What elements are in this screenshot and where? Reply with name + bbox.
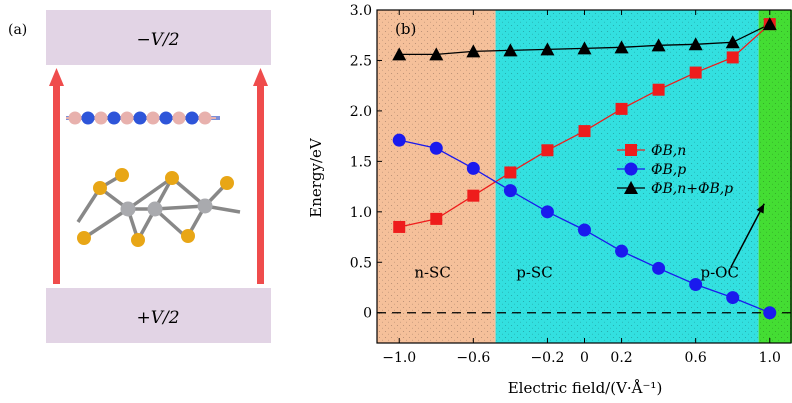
left-field-arrow (49, 68, 64, 284)
panel-a-label: (a) (8, 22, 27, 38)
series-0-point (430, 212, 443, 225)
legend-marker (624, 181, 638, 194)
y-tick-label: 1.0 (350, 205, 372, 221)
series-0-point (541, 144, 554, 157)
y-tick-label: 2.5 (350, 53, 372, 69)
series-1-point (578, 223, 591, 237)
legend-marker (625, 144, 637, 156)
series-0-point (689, 66, 702, 79)
series-1-point (503, 184, 517, 198)
series-1-point (429, 141, 443, 155)
series-0-point (615, 102, 628, 115)
legend-label: ΦB,p (651, 162, 686, 178)
x-tick-label: 0.6 (685, 350, 707, 366)
series-1-point (466, 161, 480, 175)
panel-b-chart: n-SC p-SC p-OC −1.0 −0.6 −0.2 0 0.2 0.6 1.0 0 0.5 1… (307, 3, 792, 397)
x-tick-label: 1.0 (759, 350, 781, 366)
series-1-point (392, 133, 406, 147)
region-label-n-sc: n-SC (414, 263, 450, 281)
series-0-point (652, 83, 665, 96)
series-2-point (466, 44, 481, 58)
x-tick-label: −1.0 (382, 350, 416, 366)
legend-label: ΦB,n+ΦB,p (651, 181, 733, 197)
series-2-point (577, 41, 592, 55)
top-plate-label: −V/2 (136, 30, 179, 50)
series-0-point (467, 189, 480, 202)
series-1-point (763, 306, 777, 320)
series-1-point (615, 244, 629, 258)
series-1-point (726, 291, 740, 305)
right-field-arrow (253, 68, 268, 284)
series-0-point (726, 51, 739, 64)
region-p-oc (758, 10, 792, 343)
series-0-point (393, 220, 406, 233)
bn-monolayer (66, 111, 220, 125)
x-tick-label: −0.6 (456, 350, 490, 366)
x-axis-label: Electric field/(V·Å⁻¹) (508, 379, 663, 397)
y-tick-label: 3.0 (350, 3, 372, 19)
tmd-monolayer (76, 168, 241, 247)
series-2-point (725, 35, 740, 49)
bottom-electrode-plate (46, 288, 271, 343)
series-2-point (392, 47, 407, 61)
annotation-arrowhead (756, 203, 765, 214)
bottom-plate-label: +V/2 (136, 308, 179, 328)
x-tick-label: −0.2 (530, 350, 564, 366)
series-2-point (614, 40, 629, 54)
series-1-point (540, 205, 554, 219)
panel-b-label: (b) (395, 20, 416, 38)
series-2-point (429, 47, 444, 61)
region-label-p-sc: p-SC (516, 263, 552, 281)
y-tick-label: 0.5 (350, 255, 372, 271)
series-2-point (503, 43, 518, 57)
series-2-point (540, 42, 555, 56)
y-tick-label: 1.5 (350, 154, 372, 170)
top-electrode-plate (46, 10, 271, 65)
x-tick-label: 0.2 (610, 350, 632, 366)
series-2-point (688, 37, 703, 51)
x-tick-label: 0 (580, 350, 589, 366)
y-axis-label: Energy/eV (307, 137, 325, 218)
series-2-point (651, 38, 666, 52)
series-0-point (504, 166, 517, 179)
region-label-p-oc: p-OC (701, 263, 739, 281)
y-tick-label: 2.0 (350, 104, 372, 120)
series-1-point (652, 261, 666, 275)
panel-a-schematic: (a) −V/2 +V/2 (8, 10, 271, 343)
region-n-sc (377, 10, 496, 343)
region-p-sc (495, 10, 759, 343)
y-tick-label: 0 (363, 306, 372, 322)
series-1-point (689, 277, 703, 291)
legend-marker (624, 162, 638, 176)
annotation-arrow (730, 203, 765, 268)
series-0-point (578, 125, 591, 138)
legend-label: ΦB,n (651, 143, 686, 159)
series-2-point (762, 17, 777, 31)
